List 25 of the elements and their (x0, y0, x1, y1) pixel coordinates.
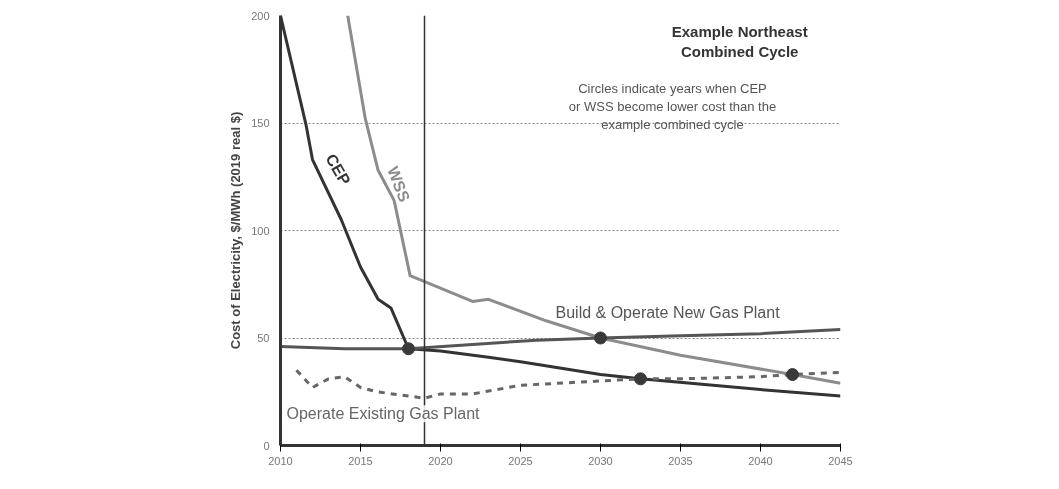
annotation: Circles indicate years when CEP or WSS become lower cost than the example combined cycle (568, 80, 777, 132)
x-tick-label: 2025 (508, 454, 533, 467)
x-tick-label: 2045 (828, 454, 853, 467)
text: CEP (322, 151, 354, 189)
x-tick-label: 2030 (588, 454, 613, 467)
y-tick-label: 50 (257, 332, 270, 344)
point (786, 368, 799, 382)
point (634, 372, 647, 386)
x-tick-label: 2040 (748, 454, 773, 467)
series-label: Operate Existing Gas Plant (286, 405, 481, 423)
x-tick-label: 2020 (428, 454, 453, 467)
x-tick-label: 2015 (348, 454, 373, 467)
line-series (295, 368, 841, 400)
y-tick-label: 0 (263, 439, 270, 452)
y-axis-title: Cost of Electricity, $/MWh (2019 real $) (228, 111, 244, 350)
point (594, 331, 607, 345)
y-tick-label: 100 (251, 224, 270, 237)
x-tick-label: 2010 (268, 454, 293, 467)
point (402, 342, 415, 356)
x-tick-label: 2035 (668, 454, 693, 467)
text: Example Northeast Combined Cycle (671, 23, 808, 61)
text: WSS (384, 164, 414, 205)
y-tick-label: 200 (251, 9, 270, 22)
y-tick-label: 150 (251, 117, 270, 129)
series-label: Build & Operate New Gas Plant (555, 304, 781, 322)
